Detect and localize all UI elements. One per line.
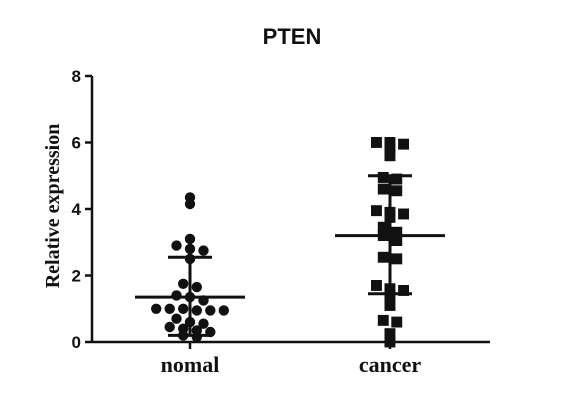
data-point-cancer (398, 138, 410, 150)
data-point-cancer (391, 253, 403, 265)
error-bars (135, 174, 445, 337)
y-tick-label: 8 (72, 67, 81, 86)
y-tick-label: 4 (72, 200, 82, 219)
data-point-nomal (191, 281, 202, 293)
data-point-cancer (384, 137, 396, 148)
data-point-nomal (191, 331, 202, 343)
data-point-nomal (191, 305, 202, 316)
data-point-nomal (198, 318, 209, 329)
data-point-nomal (184, 243, 196, 255)
data-point-cancer (391, 316, 403, 328)
data-point-cancer (371, 205, 382, 217)
data-point-cancer (371, 280, 382, 291)
y-tick-label: 0 (72, 333, 81, 352)
chart-title: PTEN (263, 24, 322, 49)
data-point-nomal (184, 233, 196, 245)
data-point-cancer (398, 285, 410, 296)
data-point-cancer (377, 172, 389, 183)
data-point-cancer (391, 185, 403, 197)
data-point-nomal (171, 240, 182, 251)
data-point-nomal (205, 305, 216, 316)
data-point-cancer (398, 208, 410, 220)
data-point-nomal (171, 313, 182, 324)
x-tick-label: cancer (359, 352, 422, 377)
data-point-nomal (164, 303, 175, 314)
data-point-cancer (384, 290, 396, 301)
data-point-nomal (164, 321, 175, 333)
y-tick-label: 2 (72, 267, 81, 286)
data-point-cancer (384, 300, 396, 311)
x-tick-label: nomal (161, 352, 220, 377)
data-point-cancer (391, 235, 403, 247)
data-point-nomal (218, 305, 229, 316)
data-point-cancer (391, 173, 403, 185)
data-point-nomal (151, 303, 162, 314)
data-point-cancer (384, 143, 396, 155)
data-point-cancer (371, 137, 382, 148)
data-point-cancer (377, 314, 389, 326)
axes: 0 2 4 6 8 nomal cancer (72, 67, 490, 377)
data-point-cancer (391, 226, 403, 238)
data-point-nomal (178, 303, 189, 314)
data-point-nomal (184, 198, 196, 210)
data-point-nomal (178, 278, 189, 289)
y-tick-label: 6 (72, 134, 81, 153)
data-point-cancer (377, 183, 389, 195)
y-axis-label: Relative expression (42, 124, 64, 289)
data-point-cancer (384, 336, 396, 348)
data-point-nomal (198, 245, 209, 256)
data-point-nomal (171, 290, 182, 301)
data-point-cancer (384, 150, 396, 162)
data-point-cancer (384, 328, 396, 340)
data-points (151, 137, 410, 348)
data-point-cancer (377, 221, 389, 233)
data-point-cancer (377, 251, 389, 263)
